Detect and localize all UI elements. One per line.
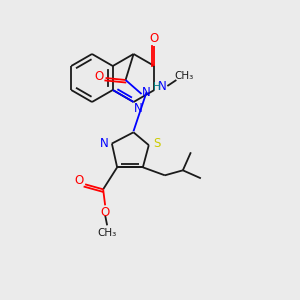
Text: O: O <box>150 32 159 46</box>
Text: N: N <box>134 103 143 116</box>
Text: CH₃: CH₃ <box>175 71 194 81</box>
Text: N: N <box>142 85 151 98</box>
Text: CH₃: CH₃ <box>98 228 117 238</box>
Text: O: O <box>94 70 103 83</box>
Text: O: O <box>74 174 84 187</box>
Text: O: O <box>100 206 110 219</box>
Text: H: H <box>153 82 160 92</box>
Text: S: S <box>153 137 160 150</box>
Text: N: N <box>100 137 108 150</box>
Text: N: N <box>158 80 167 92</box>
